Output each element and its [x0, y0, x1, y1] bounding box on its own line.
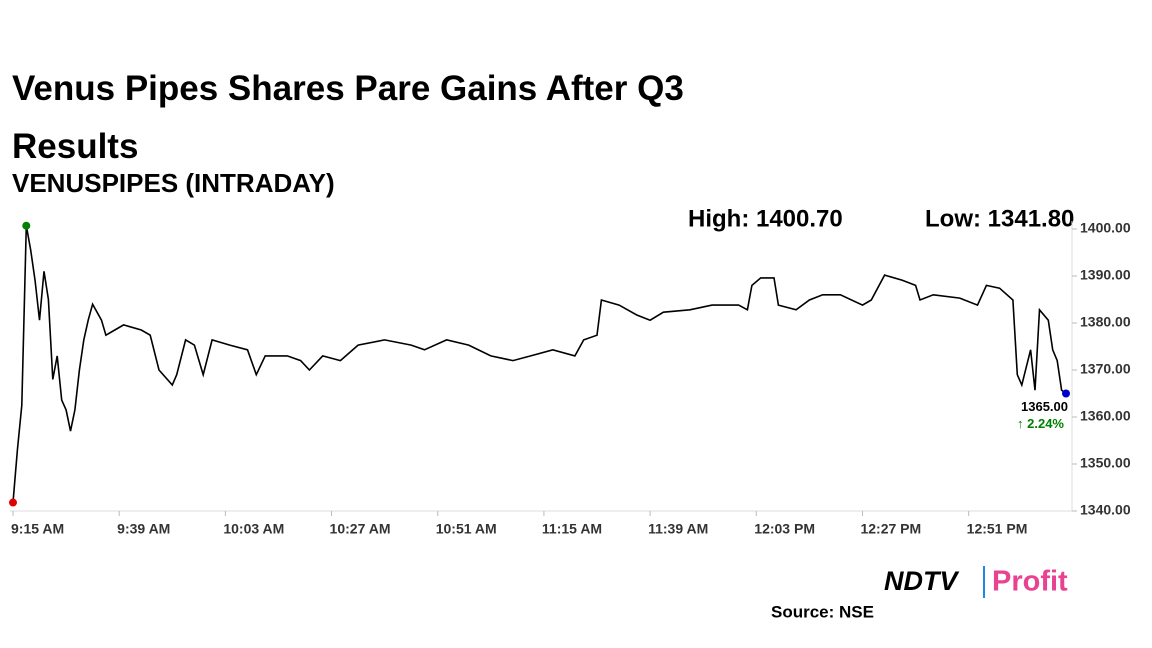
x-tick-label: 10:27 AM	[330, 521, 391, 537]
y-tick-label: 1400.00	[1080, 220, 1131, 236]
x-tick-label: 11:15 AM	[542, 521, 602, 537]
change-label: ↑ 2.24%	[1017, 416, 1064, 431]
chart-subtitle: VENUSPIPES (INTRADAY)	[12, 168, 335, 198]
x-tick-label: 9:15 AM	[11, 521, 64, 537]
y-tick-label: 1370.00	[1080, 361, 1131, 377]
x-tick-label: 10:51 AM	[436, 521, 497, 537]
logo-profit: Profit	[992, 566, 1068, 598]
y-tick-label: 1380.00	[1080, 314, 1131, 330]
source: Source: NSE	[771, 602, 874, 621]
last-marker	[1062, 389, 1070, 398]
low-label: Low: 1341.80	[925, 205, 1074, 232]
x-tick-label: 11:39 AM	[648, 521, 708, 537]
high-marker	[22, 221, 31, 230]
y-tick-label: 1360.00	[1080, 408, 1131, 424]
high-label: High: 1400.70	[688, 205, 843, 232]
last-price-label: 1365.00	[1021, 399, 1068, 414]
x-tick-label: 12:51 PM	[967, 521, 1028, 537]
price-line	[12, 225, 1067, 503]
logo-ndtv: NDTV	[884, 566, 959, 596]
y-tick-label: 1350.00	[1080, 455, 1131, 471]
chart-title: Venus Pipes Shares Pare Gains After Q3 R…	[12, 69, 684, 166]
y-tick-label: 1390.00	[1080, 267, 1131, 283]
x-tick-label: 12:27 PM	[860, 521, 921, 537]
y-tick-label: 1340.00	[1080, 502, 1131, 518]
low-marker	[9, 498, 17, 507]
x-tick-label: 10:03 AM	[223, 521, 284, 537]
x-tick-label: 12:03 PM	[754, 521, 815, 537]
x-tick-label: 9:39 AM	[117, 521, 170, 537]
